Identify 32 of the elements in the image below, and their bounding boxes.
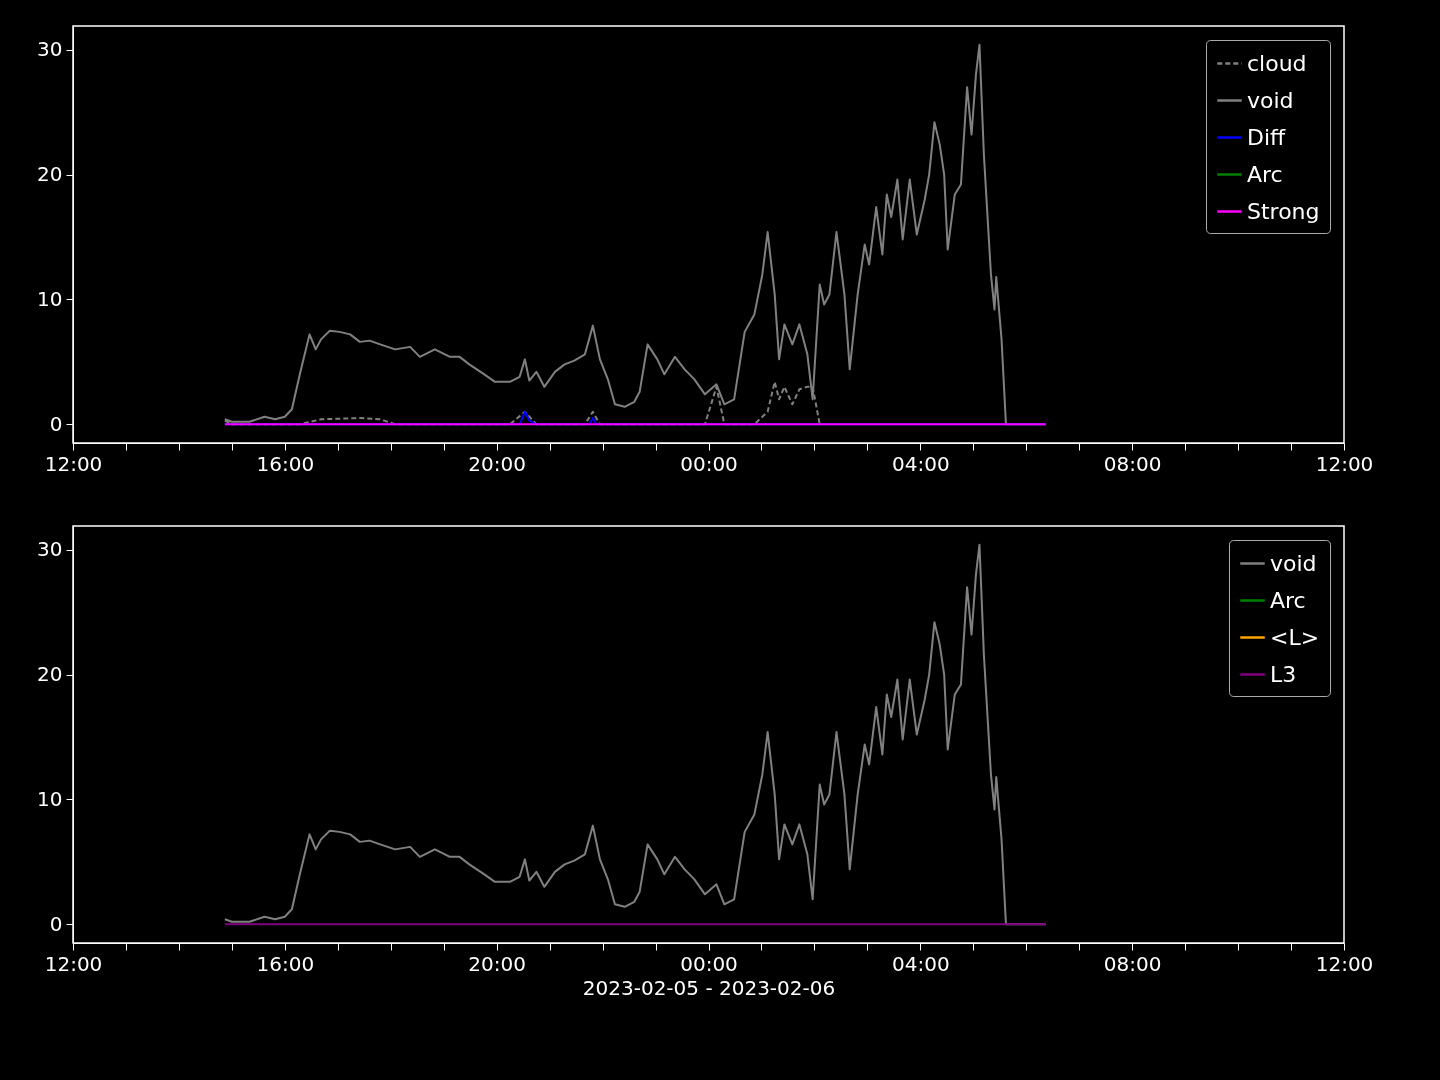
legend-label: Diff: [1247, 124, 1287, 150]
x-tick-label: 16:00: [256, 951, 315, 976]
x-tick-label: 08:00: [1103, 951, 1162, 976]
legend-label: Arc: [1247, 161, 1283, 187]
y-tick-label: 30: [37, 37, 63, 62]
x-tick-label: 12:00: [1315, 951, 1374, 976]
x-tick-label: 04:00: [892, 451, 950, 476]
x-axis-title: 2023-02-05 - 2023-02-06: [582, 975, 836, 1000]
x-tick-label: 04:00: [892, 951, 950, 976]
y-tick-label: 20: [37, 662, 63, 687]
x-tick-label: 12:00: [44, 951, 103, 976]
legend-label: void: [1270, 550, 1317, 576]
y-tick-label: 0: [49, 911, 63, 936]
x-tick-label: 16:00: [256, 451, 315, 476]
x-tick-label: 00:00: [680, 951, 738, 976]
y-tick-label: 0: [49, 411, 63, 436]
x-tick-label: 00:00: [680, 451, 738, 476]
legend-label: Strong: [1247, 198, 1320, 224]
x-tick-label: 20:00: [468, 451, 526, 476]
x-tick-label: 12:00: [1315, 451, 1374, 476]
x-tick-label: 08:00: [1103, 451, 1162, 476]
x-tick-label: 20:00: [468, 951, 526, 976]
y-tick-label: 30: [37, 537, 63, 562]
legend-label: Arc: [1270, 587, 1306, 613]
y-tick-label: 20: [37, 162, 63, 187]
legend-label: cloud: [1247, 50, 1307, 76]
y-tick-label: 10: [37, 286, 63, 311]
legend-label: void: [1247, 87, 1294, 113]
legend-label: <L>: [1270, 624, 1320, 650]
y-tick-label: 10: [37, 786, 63, 811]
x-tick-label: 12:00: [44, 451, 103, 476]
legend-label: L3: [1270, 661, 1297, 687]
